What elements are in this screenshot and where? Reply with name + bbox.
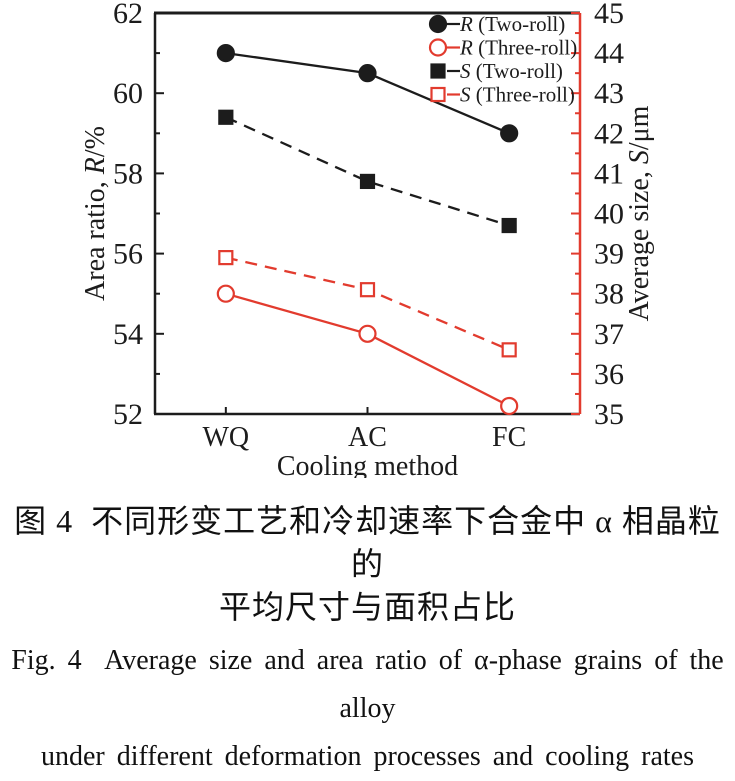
right-tick-label: 40 [594, 198, 624, 231]
caption-chinese-line2: 平均尺寸与面积占比 [218, 589, 516, 625]
legend-entry: R (Two-roll) [459, 12, 565, 36]
x-tick-label: FC [492, 422, 526, 453]
legend-marker [430, 86, 446, 103]
data-point [218, 250, 234, 266]
right-tick-label: 37 [594, 318, 624, 351]
left-axis-title: Area ratio, R/% [80, 126, 111, 301]
right-axis-title: Average size, S/μm [624, 105, 655, 321]
caption-english-line1: Fig. 4 Average size and area ratio of α-… [11, 645, 735, 724]
data-point [216, 43, 235, 63]
caption-chinese-line1: 图 4 不同形变工艺和冷却速率下合金中 α 相晶粒的 [14, 503, 721, 582]
chart-svg: 52 54 56 58 60 62 35 36 37 38 39 40 41 42 43 44 45 WQ AC FC… [80, 0, 655, 482]
legend-entry: R (Three-roll) [459, 36, 577, 60]
data-point [501, 217, 517, 234]
x-tick-label: WQ [203, 422, 250, 453]
data-point [500, 124, 519, 143]
legend-marker [430, 63, 446, 79]
caption-english-line2: under different deformation processes an… [40, 741, 695, 772]
right-tick-label: 35 [594, 398, 624, 431]
data-point [216, 284, 235, 303]
left-tick-label: 58 [113, 157, 143, 190]
data-point [358, 324, 377, 343]
right-tick-label: 43 [594, 77, 624, 110]
series-line [225, 292, 510, 408]
figure-page: 52 54 56 58 60 62 35 36 37 38 39 40 41 42 43 44 45 WQ AC FC… [11, 0, 724, 772]
legend-entry: S (Three-roll) [460, 83, 575, 107]
left-tick-label: 52 [113, 398, 143, 431]
data-point [501, 342, 517, 358]
right-tick-label: 42 [594, 117, 624, 150]
data-point [500, 396, 519, 416]
right-tick-label: 44 [594, 37, 624, 70]
x-tick-label: AC [348, 422, 387, 453]
left-tick-label: 56 [113, 238, 143, 271]
x-axis-title: Cooling method [277, 451, 458, 478]
data-point [358, 64, 377, 83]
left-tick-label: 60 [113, 77, 143, 110]
right-tick-label: 41 [594, 157, 624, 190]
legend-entry: S (Two-roll) [460, 59, 563, 83]
data-point [218, 109, 234, 125]
left-tick-label: 62 [113, 0, 143, 30]
left-tick-label: 54 [113, 318, 143, 351]
data-point [359, 282, 376, 298]
legend-marker [428, 14, 448, 34]
right-tick-label: 39 [594, 238, 624, 271]
right-tick-label: 38 [594, 278, 624, 311]
data-point [359, 173, 376, 190]
right-tick-label: 45 [594, 0, 624, 30]
legend-marker [428, 38, 448, 57]
right-tick-label: 36 [594, 358, 624, 391]
series-line [225, 116, 510, 227]
